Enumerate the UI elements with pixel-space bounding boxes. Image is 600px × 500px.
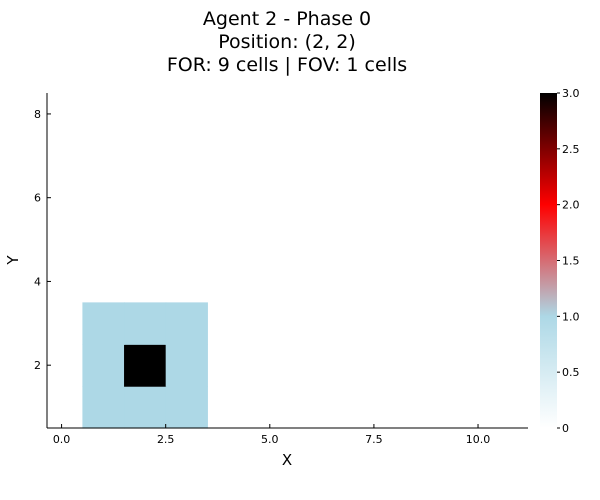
y-axis-ticks: 2 4 6 8	[34, 108, 51, 372]
colorbar-tick-label: 3.0	[562, 87, 580, 100]
colorbar-tick-label: 0.5	[562, 366, 580, 379]
y-tick-label: 8	[34, 108, 41, 121]
colorbar-tick-label: 0	[562, 422, 569, 435]
heatmap-cell-0	[82, 386, 125, 429]
colorbar-tick-label: 2.0	[562, 199, 580, 212]
x-axis-label: X	[282, 451, 292, 469]
x-tick-label: 5.0	[261, 433, 279, 446]
colorbar-tick-label: 2.5	[562, 143, 580, 156]
heatmap-cell-3	[82, 344, 125, 387]
heatmap-cell-6	[82, 302, 125, 345]
y-tick-label: 2	[34, 359, 41, 372]
heatmap-cell-7	[124, 302, 167, 345]
y-axis-label: Y	[4, 255, 22, 266]
x-axis-ticks: 0.0 2.5 5.0 7.5 10.0	[53, 424, 490, 446]
y-tick-label: 4	[34, 275, 41, 288]
heatmap-cell-2	[165, 386, 208, 429]
colorbar	[540, 93, 557, 428]
y-tick-label: 6	[34, 192, 41, 205]
heatmap-cell-1	[124, 386, 167, 429]
x-tick-label: 0.0	[53, 433, 71, 446]
heatmap-cell-4	[124, 344, 167, 387]
colorbar-tick-label: 1.5	[562, 255, 580, 268]
title-line-2: Position: (2, 2)	[218, 31, 356, 53]
chart-title: Agent 2 - Phase 0 Position: (2, 2) FOR: …	[167, 8, 407, 76]
colorbar-ticks: 0 0.5 1.0 1.5 2.0 2.5 3.0	[557, 87, 580, 435]
heatmap-cell-8	[165, 302, 208, 345]
title-line-3: FOR: 9 cells | FOV: 1 cells	[167, 54, 407, 76]
x-tick-label: 7.5	[365, 433, 383, 446]
colorbar-tick-label: 1.0	[562, 310, 580, 323]
heatmap-cells	[82, 302, 208, 429]
x-tick-label: 2.5	[157, 433, 175, 446]
heatmap-cell-5	[165, 344, 208, 387]
title-line-1: Agent 2 - Phase 0	[203, 8, 371, 30]
x-tick-label: 10.0	[466, 433, 491, 446]
